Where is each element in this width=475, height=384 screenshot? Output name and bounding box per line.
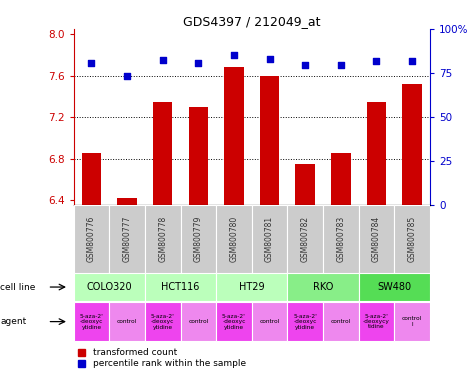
Text: control
l: control l: [402, 316, 422, 327]
Text: control: control: [331, 319, 351, 324]
FancyBboxPatch shape: [287, 205, 323, 273]
FancyBboxPatch shape: [145, 273, 216, 301]
FancyBboxPatch shape: [359, 273, 430, 301]
Text: HT29: HT29: [239, 282, 265, 292]
Text: cell line: cell line: [0, 283, 36, 291]
Bar: [189, 107, 208, 205]
Text: 5-aza-2'
-deoxyc
ytidine: 5-aza-2' -deoxyc ytidine: [293, 314, 317, 329]
FancyBboxPatch shape: [287, 273, 359, 301]
Text: GSM800778: GSM800778: [158, 216, 167, 262]
FancyBboxPatch shape: [145, 302, 180, 341]
Bar: [367, 101, 386, 205]
Text: control: control: [259, 319, 280, 324]
FancyBboxPatch shape: [359, 205, 394, 273]
Point: [408, 58, 416, 64]
Title: GDS4397 / 212049_at: GDS4397 / 212049_at: [183, 15, 321, 28]
FancyBboxPatch shape: [109, 302, 145, 341]
Bar: [153, 101, 172, 205]
Text: 5-aza-2'
-deoxycy
tidine: 5-aza-2' -deoxycy tidine: [363, 314, 390, 329]
Point: [159, 57, 166, 63]
FancyBboxPatch shape: [74, 273, 145, 301]
FancyBboxPatch shape: [252, 205, 287, 273]
Bar: [295, 164, 315, 205]
Point: [301, 62, 309, 68]
Point: [87, 60, 95, 66]
FancyBboxPatch shape: [394, 205, 430, 273]
Point: [266, 56, 274, 62]
Text: GSM800782: GSM800782: [301, 216, 310, 262]
FancyBboxPatch shape: [180, 205, 216, 273]
FancyBboxPatch shape: [180, 302, 216, 341]
FancyBboxPatch shape: [323, 302, 359, 341]
Text: GSM800785: GSM800785: [408, 216, 417, 262]
FancyBboxPatch shape: [359, 302, 394, 341]
Bar: [331, 154, 351, 205]
Text: GSM800779: GSM800779: [194, 216, 203, 262]
Text: control: control: [117, 319, 137, 324]
Bar: [82, 154, 101, 205]
Text: HCT116: HCT116: [162, 282, 199, 292]
FancyBboxPatch shape: [216, 302, 252, 341]
FancyBboxPatch shape: [109, 205, 145, 273]
Text: GSM800777: GSM800777: [123, 216, 132, 262]
Bar: [224, 67, 244, 205]
Text: SW480: SW480: [377, 282, 411, 292]
Text: RKO: RKO: [313, 282, 333, 292]
Point: [337, 62, 345, 68]
Point: [372, 58, 380, 64]
Text: COLO320: COLO320: [86, 282, 132, 292]
Text: GSM800780: GSM800780: [229, 216, 238, 262]
FancyBboxPatch shape: [216, 205, 252, 273]
Point: [230, 52, 238, 58]
Bar: [402, 84, 422, 205]
FancyBboxPatch shape: [145, 205, 180, 273]
Text: agent: agent: [0, 317, 27, 326]
FancyBboxPatch shape: [252, 302, 287, 341]
Point: [195, 60, 202, 66]
Point: [124, 73, 131, 79]
Text: 5-aza-2'
-deoxyc
ytidine: 5-aza-2' -deoxyc ytidine: [79, 314, 104, 329]
Text: control: control: [188, 319, 209, 324]
Bar: [117, 198, 137, 205]
Text: GSM800781: GSM800781: [265, 216, 274, 262]
Text: 5-aza-2'
-deoxyc
ytidine: 5-aza-2' -deoxyc ytidine: [151, 314, 175, 329]
Text: GSM800784: GSM800784: [372, 216, 381, 262]
Bar: [260, 76, 279, 205]
Text: GSM800783: GSM800783: [336, 216, 345, 262]
FancyBboxPatch shape: [323, 205, 359, 273]
FancyBboxPatch shape: [74, 302, 109, 341]
FancyBboxPatch shape: [394, 302, 430, 341]
Legend: transformed count, percentile rank within the sample: transformed count, percentile rank withi…: [78, 348, 246, 369]
Text: 5-aza-2'
-deoxyc
ytidine: 5-aza-2' -deoxyc ytidine: [222, 314, 246, 329]
FancyBboxPatch shape: [216, 273, 287, 301]
FancyBboxPatch shape: [74, 205, 109, 273]
Text: GSM800776: GSM800776: [87, 216, 96, 262]
FancyBboxPatch shape: [287, 302, 323, 341]
